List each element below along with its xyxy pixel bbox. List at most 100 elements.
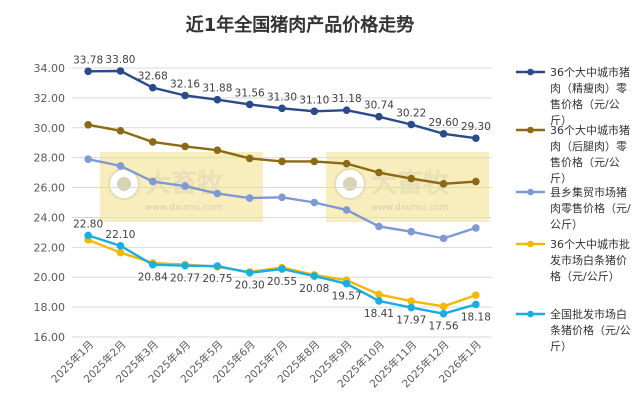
data-label: 32.16: [170, 78, 200, 90]
data-point: [439, 129, 448, 138]
data-point: [116, 162, 125, 170]
data-point: [439, 309, 448, 318]
data-label: 22.80: [73, 218, 103, 230]
data-label: 29.60: [429, 117, 459, 129]
y-tick-label: 34.00: [34, 62, 66, 75]
data-point: [148, 177, 157, 186]
data-point: [472, 134, 480, 143]
data-point: [245, 100, 254, 109]
legend-swatch-marker: [527, 310, 534, 318]
data-point: [278, 265, 286, 273]
data-point: [213, 189, 222, 198]
data-point: [84, 67, 92, 76]
data-point: [407, 120, 416, 129]
legend-label: 全国批发市场白: [550, 307, 627, 321]
watermark-url: www.dxumu.com: [145, 203, 222, 213]
data-point: [181, 182, 189, 190]
y-tick-label: 30.00: [34, 122, 66, 135]
data-point: [116, 248, 125, 257]
data-point: [84, 120, 92, 129]
data-point: [407, 227, 416, 236]
data-point: [310, 272, 319, 280]
data-point: [278, 193, 286, 202]
data-label: 30.74: [364, 100, 394, 112]
data-point: [472, 177, 480, 186]
data-point: [148, 138, 157, 146]
data-label: 19.57: [332, 291, 362, 303]
data-label: 29.30: [461, 121, 491, 133]
y-tick-label: 22.00: [34, 241, 66, 254]
watermark-logo-dot: [117, 177, 131, 191]
data-label: 20.77: [170, 273, 200, 285]
data-point: [439, 302, 448, 311]
watermark-logo-dot: [343, 177, 357, 191]
legend-label: 发市场白条猪价: [550, 253, 627, 267]
legend-swatch-marker: [527, 240, 534, 248]
data-label: 33.80: [105, 54, 135, 66]
series-lines: [84, 67, 480, 318]
legend-label: 肉（精瘦肉）零: [550, 81, 627, 95]
data-label: 32.68: [138, 71, 168, 83]
data-label: 31.88: [202, 83, 232, 95]
data-point: [310, 198, 319, 207]
data-label: 18.18: [461, 311, 491, 323]
legend-label: 售价格（元/公: [550, 155, 620, 169]
data-point: [278, 104, 286, 113]
legend: 36个大中城市猪肉（精瘦肉）零售价格（元/公斤）36个大中城市猪肉（后腿肉）零售…: [516, 65, 631, 353]
legend-label: 肉（后腿肉）零: [550, 140, 627, 153]
data-point: [342, 206, 351, 214]
data-point: [439, 180, 448, 188]
data-label: 31.56: [235, 87, 265, 99]
data-point: [472, 224, 480, 232]
data-label: 17.56: [429, 321, 459, 333]
data-point: [407, 174, 416, 183]
data-point: [213, 262, 222, 270]
data-point: [310, 107, 319, 116]
legend-label: 县乡集贸市场猪: [550, 185, 627, 199]
data-point: [472, 300, 480, 309]
data-point: [375, 297, 383, 305]
data-point: [84, 231, 92, 240]
data-point: [375, 112, 383, 121]
data-label: 31.10: [299, 94, 329, 106]
legend-label: 售价格（元/公: [550, 97, 620, 111]
series-5: [84, 231, 480, 318]
y-axis-ticks: 16.00 18.00 20.00 22.00 24.00 26.00 28.00 30.00…: [34, 62, 66, 344]
data-point: [116, 67, 125, 75]
legend-swatch-marker: [527, 68, 534, 76]
y-tick-label: 32.00: [34, 92, 66, 105]
data-point: [245, 194, 254, 202]
chart-title: 近1年全国猪肉产品价格走势: [186, 14, 415, 36]
legend-label: 公斤）: [550, 218, 583, 231]
y-tick-label: 28.00: [34, 152, 66, 165]
data-point: [407, 303, 416, 312]
data-point: [278, 157, 286, 166]
data-label: 20.75: [202, 273, 232, 285]
data-label: 30.22: [396, 107, 426, 119]
legend-swatch-marker: [527, 126, 534, 134]
data-point: [375, 222, 383, 231]
data-point: [181, 91, 189, 100]
legend-label: 斤）: [550, 340, 572, 353]
data-point: [472, 291, 480, 299]
legend-label: 36个大中城市批: [550, 237, 630, 251]
data-point: [148, 260, 157, 269]
data-point: [213, 95, 222, 104]
legend-label: 肉零售价格（元/: [550, 201, 631, 215]
data-point: [407, 297, 416, 305]
data-label: 22.10: [105, 229, 135, 241]
data-label: 18.41: [364, 308, 394, 320]
series-2: [84, 120, 480, 188]
data-point: [213, 146, 222, 154]
data-point: [310, 157, 319, 166]
y-tick-label: 16.00: [34, 331, 66, 344]
y-tick-label: 20.00: [34, 271, 66, 284]
legend-label: 36个大中城市猪: [550, 123, 630, 137]
legend-label: 斤）: [550, 114, 572, 127]
y-tick-label: 26.00: [34, 182, 66, 195]
legend-label: 斤）: [550, 172, 572, 185]
data-point: [84, 155, 92, 163]
